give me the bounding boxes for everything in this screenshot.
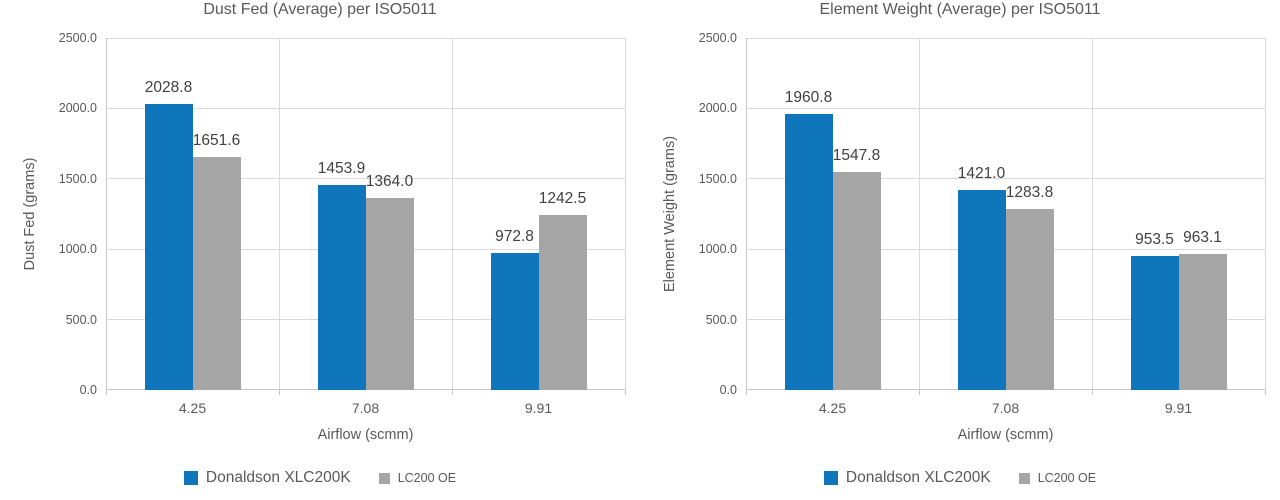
bar-lc200-oe: [192, 157, 241, 390]
legend-label: LC200 OE: [1037, 471, 1097, 485]
data-label: 2028.8: [144, 79, 193, 97]
data-label: 1960.8: [784, 88, 833, 106]
data-label: 953.5: [1135, 230, 1174, 248]
legend-item-lc200-oe: LC200 OE: [378, 471, 457, 485]
bar-donaldson-xlc200k: [144, 104, 193, 390]
y-tick-label: 1000.0: [698, 242, 737, 257]
bar-donaldson-xlc200k: [784, 113, 833, 390]
gridline-horizontal: [746, 37, 1265, 39]
y-tick-label: 0.0: [79, 383, 97, 397]
bar-donaldson-xlc200k: [957, 189, 1006, 390]
chart-element-weight: Element Weight (Average) per ISO5011 Elem…: [640, 0, 1280, 500]
x-category-label: 4.25: [818, 400, 847, 416]
gridline-horizontal: [746, 107, 1265, 109]
y-tick-label: 0.0: [719, 383, 737, 397]
y-axis-line: [106, 38, 107, 390]
legend-label: Donaldson XLC200K: [205, 469, 351, 486]
y-tick-label: 1500.0: [698, 171, 737, 186]
bar-lc200-oe: [538, 215, 587, 390]
y-tick-label: 500.0: [705, 312, 737, 327]
bar-donaldson-xlc200k: [490, 253, 539, 390]
legend: Donaldson XLC200K LC200 OE: [0, 469, 640, 487]
gridline-vertical: [624, 38, 626, 390]
x-axis-tick: [106, 390, 107, 395]
data-label: 963.1: [1183, 229, 1222, 247]
x-axis-tick: [279, 390, 280, 395]
x-axis-tick: [1092, 390, 1093, 395]
y-axis-title: Element Weight (grams): [662, 135, 678, 293]
y-tick-label: 500.0: [65, 312, 97, 327]
bar-donaldson-xlc200k: [317, 185, 366, 390]
x-axis-tick: [1265, 390, 1266, 395]
x-axis-tick: [919, 390, 920, 395]
data-label: 1242.5: [538, 190, 587, 208]
chart-title: Element Weight (Average) per ISO5011: [819, 1, 1101, 18]
data-label: 1421.0: [957, 164, 1006, 182]
gridline-vertical: [278, 38, 280, 390]
x-axis-tick: [452, 390, 453, 395]
x-axis-tick: [746, 390, 747, 395]
legend-label: Donaldson XLC200K: [845, 469, 991, 486]
x-category-label: 9.91: [1164, 400, 1193, 416]
gridline-horizontal: [106, 107, 625, 109]
x-axis-tick: [625, 390, 626, 395]
legend: Donaldson XLC200K LC200 OE: [640, 469, 1280, 487]
x-category-label: 7.08: [991, 400, 1020, 416]
plot-area: [746, 37, 1266, 390]
gridline-horizontal: [106, 178, 625, 180]
plot-area: [106, 37, 626, 390]
gridline-horizontal: [746, 178, 1265, 180]
legend-swatch-icon: [1018, 472, 1030, 484]
gridline-vertical: [918, 38, 920, 390]
bar-donaldson-xlc200k: [1130, 255, 1179, 390]
x-category-label: 7.08: [351, 400, 380, 416]
bar-lc200-oe: [365, 197, 414, 390]
y-tick-label: 2500.0: [58, 31, 97, 45]
x-category-label: 4.25: [178, 400, 207, 416]
data-label: 1283.8: [1005, 184, 1054, 202]
chart-title: Dust Fed (Average) per ISO5011: [203, 1, 437, 18]
bar-lc200-oe: [1178, 254, 1227, 390]
legend-swatch-icon: [183, 471, 198, 485]
y-tick-label: 2000.0: [698, 101, 737, 116]
bar-lc200-oe: [832, 172, 881, 390]
x-axis-title: Airflow (scmm): [957, 427, 1054, 443]
y-axis-line: [746, 38, 747, 390]
legend-item-lc200-oe: LC200 OE: [1018, 471, 1097, 485]
y-tick-label: 1500.0: [58, 171, 97, 186]
y-tick-label: 2500.0: [698, 31, 737, 45]
y-tick-label: 1000.0: [58, 242, 97, 257]
gridline-vertical: [1091, 38, 1093, 390]
legend-item-donaldson-xlc200k: Donaldson XLC200K: [183, 469, 351, 487]
legend-item-donaldson-xlc200k: Donaldson XLC200K: [823, 469, 991, 487]
data-label: 972.8: [495, 228, 534, 246]
data-label: 1651.6: [192, 132, 241, 150]
legend-swatch-icon: [378, 472, 390, 484]
legend-label: LC200 OE: [397, 471, 457, 485]
data-label: 1364.0: [365, 172, 414, 190]
bar-lc200-oe: [1005, 209, 1054, 390]
x-category-label: 9.91: [524, 400, 553, 416]
gridline-vertical: [451, 38, 453, 390]
data-label: 1547.8: [832, 147, 881, 165]
x-axis-title: Airflow (scmm): [317, 427, 414, 443]
gridline-vertical: [1264, 38, 1266, 390]
legend-swatch-icon: [823, 471, 838, 485]
y-tick-label: 2000.0: [58, 101, 97, 116]
data-label: 1453.9: [317, 160, 366, 178]
gridline-horizontal: [106, 37, 625, 39]
chart-dust-fed: Dust Fed (Average) per ISO5011 Dust Fed (…: [0, 1, 640, 487]
